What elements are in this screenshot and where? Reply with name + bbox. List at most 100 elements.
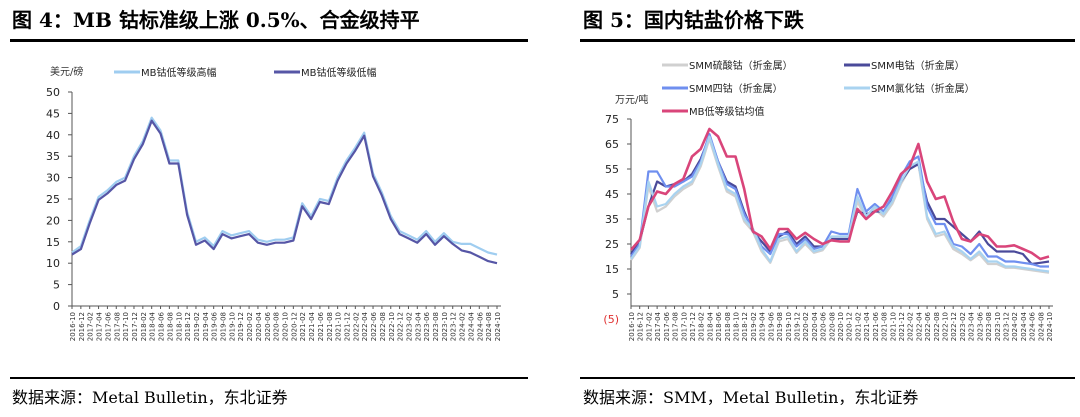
x-tick-label: 2017-10 [122, 312, 130, 341]
y-tick-label: 25 [46, 193, 60, 206]
legend-label: SMM硫酸钴（折金属） [689, 59, 793, 72]
y-tick-label: 45 [605, 188, 619, 201]
x-tick-label: 2023-04 [968, 311, 976, 341]
x-tick-label: 2023-10 [994, 312, 1002, 341]
x-tick-label: 2019-04 [202, 311, 210, 341]
y-tick-label: 25 [605, 238, 619, 251]
x-tick-label: 2017-06 [104, 311, 112, 341]
x-tick-label: 2020-12 [290, 312, 298, 341]
x-tick-label: 2017-04 [96, 311, 104, 341]
x-tick-label: 2017-08 [672, 312, 680, 341]
figure-4-source: 数据来源：Metal Bulletin，东北证券 [12, 388, 288, 407]
x-tick-label: 2019-12 [237, 312, 245, 341]
x-tick-label: 2022-08 [933, 312, 941, 341]
y-tick-label: 5 [53, 279, 60, 292]
y-tick-label: 20 [46, 214, 60, 227]
x-tick-label: 2016-12 [78, 312, 86, 341]
x-tick-label: 2022-10 [388, 312, 396, 341]
x-tick-label: 2020-04 [811, 311, 819, 341]
x-tick-label: 2023-08 [432, 312, 440, 341]
x-tick-label: 2019-06 [767, 311, 775, 341]
x-tick-label: 2021-04 [863, 311, 871, 341]
x-tick-label: 2018-10 [733, 312, 741, 341]
series-line-1 [71, 116, 498, 256]
x-tick-label: 2022-06 [924, 311, 932, 341]
x-tick-label: 2024-06 [1029, 311, 1037, 341]
figure-4-title: 图 4：MB 钴标准级上涨 0.5%、合金级持平 [12, 8, 420, 32]
y-tick-label: 35 [46, 150, 60, 163]
source-rule [10, 377, 528, 379]
y-tick-label: 30 [46, 172, 60, 185]
x-tick-label: 2017-12 [131, 312, 139, 341]
x-tick-label: 2018-12 [741, 312, 749, 341]
x-tick-label: 2017-08 [113, 312, 121, 341]
x-tick-label: 2021-12 [343, 312, 351, 341]
y-tick-label: 15 [46, 236, 60, 249]
x-tick-label: 2017-02 [87, 312, 95, 341]
x-tick-label: 2018-06 [158, 311, 166, 341]
x-tick-label: 2020-06 [820, 311, 828, 341]
x-tick-label: 2018-04 [706, 311, 714, 341]
x-tick-label: 2024-08 [1037, 312, 1045, 341]
x-tick-label: 2019-02 [750, 312, 758, 341]
x-tick-label: 2021-02 [854, 312, 862, 341]
x-tick-label: 2023-02 [959, 312, 967, 341]
x-tick-label: 2022-04 [915, 311, 923, 341]
x-tick-label: 2018-02 [140, 312, 148, 341]
title-rule [10, 39, 528, 42]
x-tick-label: 2019-02 [193, 312, 201, 341]
x-tick-label: 2020-06 [264, 311, 272, 341]
x-tick-label: 2019-10 [228, 312, 236, 341]
y-tick-label: 5 [612, 288, 619, 301]
x-tick-label: 2018-02 [698, 312, 706, 341]
x-tick-label: 2020-08 [273, 312, 281, 341]
x-tick-label: 2021-04 [308, 311, 316, 341]
x-tick-label: 2022-12 [950, 312, 958, 341]
y-tick-label: 45 [46, 107, 60, 120]
x-tick-label: 2019-08 [776, 312, 784, 341]
x-tick-label: 2021-10 [335, 312, 343, 341]
x-tick-label: 2021-12 [898, 312, 906, 341]
x-tick-label: 2022-02 [352, 312, 360, 341]
x-tick-label: 2023-02 [405, 312, 413, 341]
y-tick-label: 65 [605, 138, 619, 151]
x-tick-label: 2021-08 [881, 312, 889, 341]
x-tick-label: 2023-06 [423, 311, 431, 341]
source-rule [580, 377, 1075, 379]
legend-label: SMM四钴（折金属） [689, 82, 783, 95]
y-tick-label: 55 [605, 163, 619, 176]
x-tick-label: 2017-12 [689, 312, 697, 341]
x-tick-label: 2022-02 [907, 312, 915, 341]
x-tick-label: 2024-04 [1020, 311, 1028, 341]
x-tick-label: 2019-08 [220, 312, 228, 341]
title-rule [580, 39, 1075, 42]
x-tick-label: 2024-02 [1011, 312, 1019, 341]
legend-label: MB钴低等级低幅 [301, 66, 377, 79]
x-tick-label: 2021-06 [872, 311, 880, 341]
y-tick-label: 35 [605, 213, 619, 226]
series-line-4 [630, 135, 1050, 273]
x-tick-label: 2018-10 [175, 312, 183, 341]
y-tick-label: 40 [46, 129, 60, 142]
x-tick-label: 2016-10 [628, 312, 636, 341]
legend-label: SMM电钴（折金属） [871, 59, 965, 72]
x-tick-label: 2024-10 [1046, 312, 1054, 341]
x-tick-label: 2022-06 [370, 311, 378, 341]
x-tick-label: 2016-10 [69, 312, 77, 341]
x-tick-label: 2021-02 [299, 312, 307, 341]
y-tick-label: 15 [605, 263, 619, 276]
x-tick-label: 2023-08 [985, 312, 993, 341]
x-tick-label: 2020-10 [837, 312, 845, 341]
x-tick-label: 2016-12 [637, 312, 645, 341]
legend-label: MB钴低等级高幅 [141, 66, 217, 79]
figure-5-source: 数据来源：SMM，Metal Bulletin，东北证券 [583, 388, 919, 407]
series-line-5 [630, 127, 1050, 261]
x-tick-label: 2024-06 [476, 311, 484, 341]
x-tick-label: 2020-04 [255, 311, 263, 341]
x-tick-label: 2023-04 [414, 311, 422, 341]
x-tick-label: 2021-08 [326, 312, 334, 341]
x-tick-label: 2024-10 [494, 312, 502, 341]
x-tick-label: 2019-12 [793, 312, 801, 341]
x-tick-label: 2022-10 [942, 312, 950, 341]
